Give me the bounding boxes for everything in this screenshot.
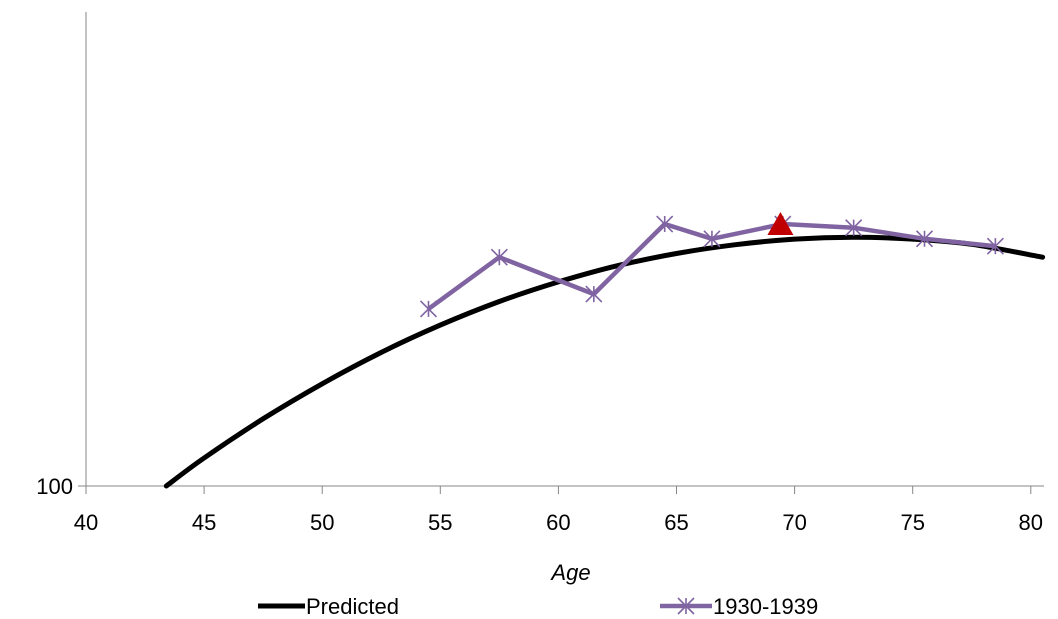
x-tick-label: 70	[782, 510, 806, 535]
x-tick-label: 75	[900, 510, 924, 535]
x-tick-label: 60	[546, 510, 570, 535]
x-axis-title: Age	[549, 560, 590, 585]
legend: Predicted 1930-1939	[258, 594, 818, 619]
legend-item-predicted: Predicted	[258, 594, 399, 619]
legend-item-1930-1939: 1930-1939	[660, 594, 818, 619]
y-ticks: 100	[36, 474, 86, 499]
x-tick-label: 40	[74, 510, 98, 535]
y-tick-label: 100	[36, 474, 73, 499]
data-point-marker	[420, 301, 436, 317]
predicted-curve	[166, 237, 1042, 486]
series-layer	[166, 212, 1042, 486]
x-tick-label: 65	[664, 510, 688, 535]
x-tick-label: 80	[1019, 510, 1043, 535]
x-ticks: 40 45 50 55 60 65 70 75 80	[74, 486, 1043, 535]
x-tick-label: 50	[310, 510, 334, 535]
legend-label: 1930-1939	[713, 594, 818, 619]
legend-label: Predicted	[306, 594, 399, 619]
x-tick-label: 55	[428, 510, 452, 535]
x-tick-label: 45	[192, 510, 216, 535]
